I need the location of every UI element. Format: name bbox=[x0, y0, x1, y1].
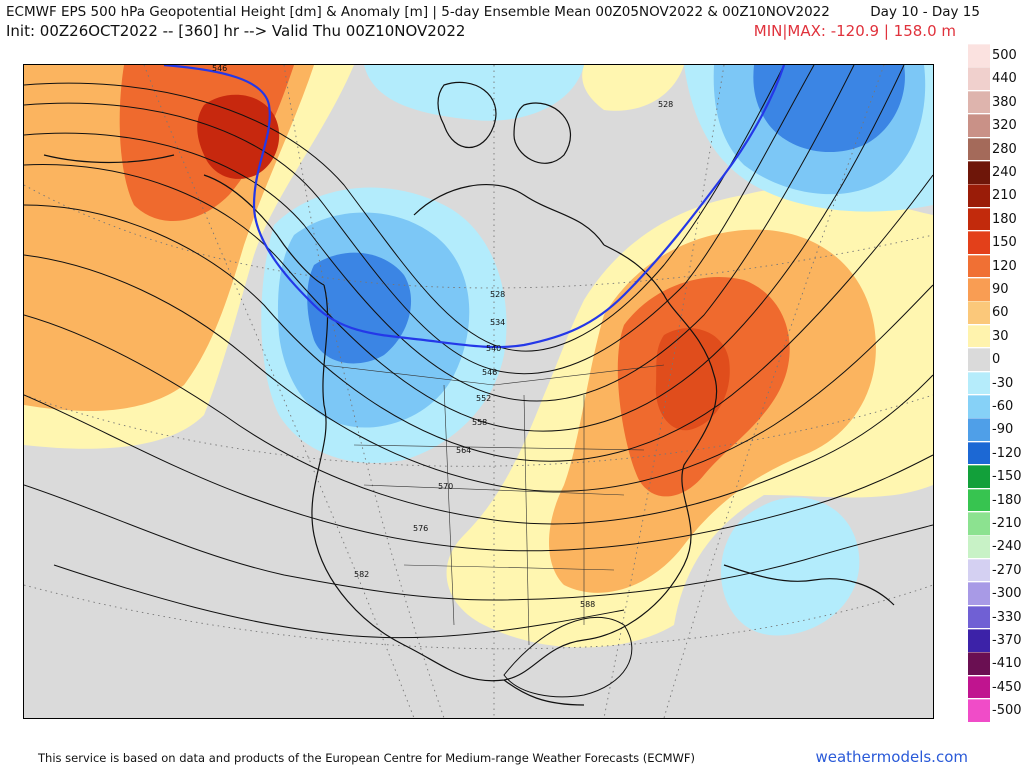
scale-swatch bbox=[968, 348, 990, 371]
scale-swatch bbox=[968, 699, 990, 722]
contour-label: 546 bbox=[482, 368, 497, 377]
scale-label: -30 bbox=[992, 375, 1014, 391]
scale-swatch bbox=[968, 67, 990, 91]
scale-swatch bbox=[968, 488, 990, 512]
scale-label: -330 bbox=[992, 609, 1022, 625]
scale-swatch bbox=[968, 278, 990, 301]
scale-swatch bbox=[968, 184, 990, 208]
init-valid-line: Init: 00Z26OCT2022 -- [360] hr --> Valid… bbox=[6, 22, 466, 40]
coastlines bbox=[43, 81, 895, 706]
contour-label: 570 bbox=[438, 482, 453, 491]
contour-label: 528 bbox=[490, 290, 505, 299]
graticule bbox=[24, 65, 933, 718]
scale-swatch bbox=[968, 605, 990, 629]
scale-swatch bbox=[968, 582, 990, 605]
scale-label: 320 bbox=[992, 118, 1017, 134]
contour-label: 564 bbox=[456, 446, 471, 455]
map-panel: 546 528 528 534 540 546 552 558 564 570 … bbox=[23, 64, 934, 719]
scale-label: -120 bbox=[992, 445, 1022, 461]
scale-swatch bbox=[968, 371, 990, 395]
scale-label: 90 bbox=[992, 282, 1009, 297]
map-svg: 546 528 528 534 540 546 552 558 564 570 … bbox=[24, 65, 933, 718]
scale-label: 60 bbox=[992, 305, 1009, 321]
scale-label: 180 bbox=[992, 211, 1017, 227]
contour-labels: 546 528 528 534 540 546 552 558 564 570 … bbox=[212, 65, 673, 609]
scale-label: 240 bbox=[992, 165, 1017, 180]
scale-label: -370 bbox=[992, 633, 1022, 648]
scale-swatch bbox=[968, 652, 990, 676]
scale-label: 440 bbox=[992, 71, 1017, 87]
anomaly-negative-light-caribbean bbox=[721, 497, 860, 636]
scale-label: -270 bbox=[992, 562, 1022, 578]
scale-label: 120 bbox=[992, 258, 1017, 274]
scale-label: -410 bbox=[992, 656, 1022, 672]
contour-label: 582 bbox=[354, 570, 369, 579]
anomaly-positive-light-northeast bbox=[582, 65, 684, 111]
scale-label: -450 bbox=[992, 679, 1022, 695]
height-contours bbox=[24, 65, 933, 698]
anomaly-color-scale: 500 440 380 320 280 240 210 180 150 120 90 60 30 0 -30… bbox=[968, 44, 1024, 726]
scale-swatch bbox=[968, 324, 990, 348]
scale-label: 0 bbox=[992, 352, 1001, 368]
site-link[interactable]: weathermodels.com bbox=[815, 748, 968, 766]
scale-swatch bbox=[968, 137, 990, 161]
contour-label: 558 bbox=[472, 418, 487, 427]
ecmwf-credit: This service is based on data and produc… bbox=[38, 751, 695, 765]
scale-swatch bbox=[968, 512, 990, 535]
scale-swatch bbox=[968, 301, 990, 325]
scale-swatch bbox=[968, 90, 990, 114]
scale-label: 380 bbox=[992, 94, 1017, 110]
scale-label: 30 bbox=[992, 328, 1009, 344]
day-range-label: Day 10 - Day 15 bbox=[870, 4, 980, 20]
scale-swatch bbox=[968, 114, 990, 137]
scale-label: 500 bbox=[992, 48, 1017, 63]
contour-label: 588 bbox=[580, 600, 595, 609]
political-boundaries bbox=[323, 364, 665, 646]
scale-label: 150 bbox=[992, 235, 1017, 251]
min-max-readout: MIN|MAX: -120.9 | 158.0 m bbox=[753, 22, 956, 40]
scale-label: -60 bbox=[992, 399, 1014, 414]
scale-swatch bbox=[968, 161, 990, 184]
scale-swatch bbox=[968, 558, 990, 582]
scale-swatch bbox=[968, 207, 990, 231]
scale-label: -300 bbox=[992, 586, 1022, 602]
contour-label: 552 bbox=[476, 394, 491, 403]
scale-swatch bbox=[968, 465, 990, 488]
scale-swatch bbox=[968, 254, 990, 278]
scale-swatch bbox=[968, 675, 990, 699]
scale-swatch bbox=[968, 441, 990, 465]
scale-label: -500 bbox=[992, 703, 1022, 719]
scale-swatch bbox=[968, 44, 990, 67]
contour-label: 528 bbox=[658, 100, 673, 109]
chart-title: ECMWF EPS 500 hPa Geopotential Height [d… bbox=[6, 4, 830, 20]
scale-swatch bbox=[968, 629, 990, 652]
scale-label: 210 bbox=[992, 188, 1017, 204]
reference-contour-546 bbox=[163, 65, 786, 349]
scale-label: -210 bbox=[992, 516, 1022, 531]
contour-label: 546 bbox=[212, 65, 227, 73]
scale-label: -90 bbox=[992, 422, 1014, 438]
contour-label: 534 bbox=[490, 318, 505, 327]
contour-label: 540 bbox=[486, 344, 501, 353]
scale-swatch bbox=[968, 231, 990, 254]
scale-swatch bbox=[968, 418, 990, 442]
scale-label: -150 bbox=[992, 469, 1022, 485]
scale-label: 280 bbox=[992, 141, 1017, 157]
scale-swatch bbox=[968, 535, 990, 559]
contour-label: 576 bbox=[413, 524, 428, 533]
anomaly-negative-strong-northeast bbox=[753, 65, 905, 153]
scale-label: -240 bbox=[992, 539, 1022, 555]
scale-label: -180 bbox=[992, 492, 1022, 508]
scale-swatch bbox=[968, 395, 990, 418]
anomaly-negative-light-north bbox=[364, 65, 584, 121]
